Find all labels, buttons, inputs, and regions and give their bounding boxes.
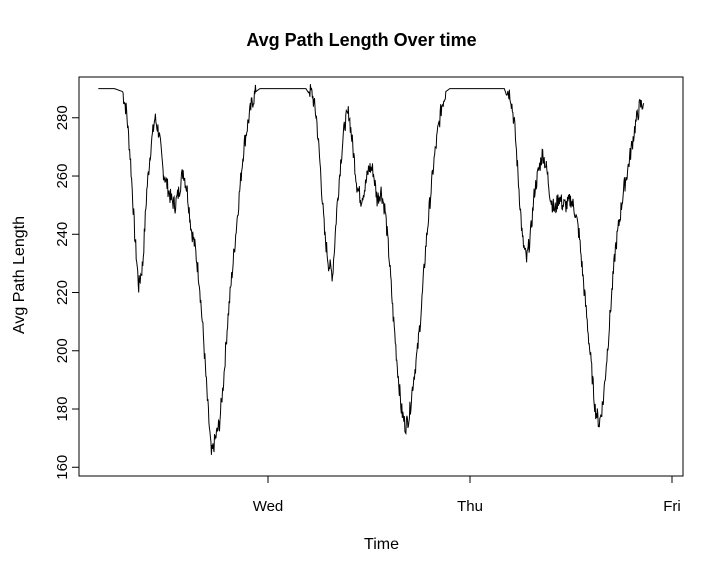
y-tick-label: 220: [54, 280, 71, 305]
x-axis-label: Time: [364, 536, 399, 553]
chart-title: Avg Path Length Over time: [246, 30, 477, 50]
x-tick-label: Wed: [253, 498, 284, 515]
y-tick-label: 180: [54, 396, 71, 421]
x-tick-label: Fri: [663, 498, 681, 515]
y-tick-label: 260: [54, 164, 71, 189]
y-axis-label: Avg Path Length: [11, 215, 28, 335]
y-tick-label: 200: [54, 338, 71, 363]
y-tick-label: 160: [54, 455, 71, 480]
series-line: [98, 84, 645, 455]
plot-frame: [78, 76, 684, 477]
x-tick-label: Thu: [457, 498, 483, 515]
y-tick-label: 280: [54, 105, 71, 130]
y-tick-label: 240: [54, 222, 71, 247]
